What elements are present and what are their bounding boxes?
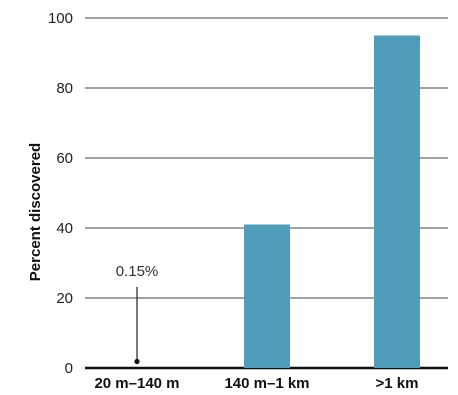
y-tick-label: 20 bbox=[56, 290, 73, 307]
x-tick-label: 20 m–140 m bbox=[94, 375, 179, 392]
y-tick-label: 0 bbox=[65, 360, 73, 377]
bar bbox=[374, 35, 420, 368]
x-tick-labels: 20 m–140 m 140 m–1 km >1 km bbox=[94, 375, 418, 392]
y-tick-label: 100 bbox=[48, 10, 73, 27]
y-tick-label: 80 bbox=[56, 80, 73, 97]
bars bbox=[244, 35, 420, 368]
y-tick-labels: 0 20 40 60 80 100 bbox=[48, 10, 73, 377]
x-tick-label: >1 km bbox=[376, 375, 419, 392]
x-tick-label: 140 m–1 km bbox=[224, 375, 309, 392]
y-axis-title: Percent discovered bbox=[27, 143, 44, 281]
annotation-label: 0.15% bbox=[116, 263, 159, 280]
y-tick-label: 60 bbox=[56, 150, 73, 167]
annotation-point bbox=[134, 358, 140, 365]
annotation: 0.15% bbox=[116, 263, 159, 365]
y-tick-label: 40 bbox=[56, 220, 73, 237]
bar bbox=[244, 224, 290, 368]
